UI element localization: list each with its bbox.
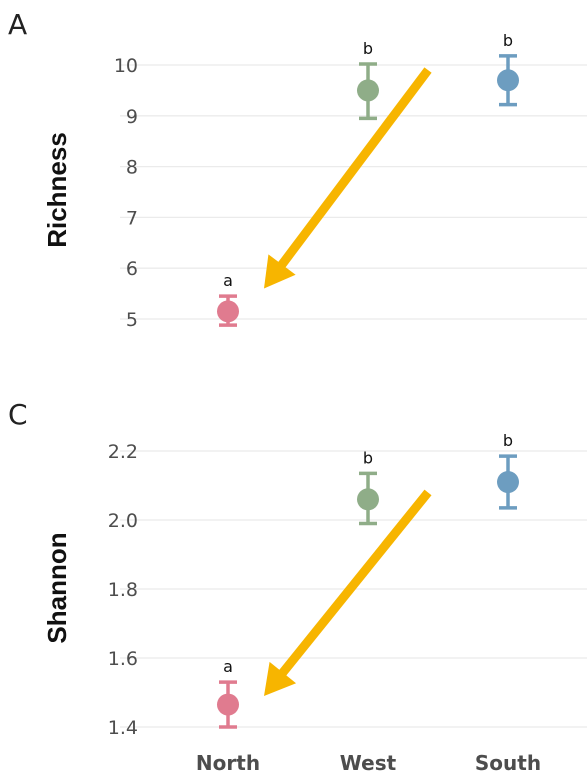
data-marks: a b b	[217, 31, 519, 327]
significance-letter: a	[223, 657, 233, 676]
point-north: a	[217, 657, 239, 729]
x-tick-label-north: North	[196, 751, 260, 775]
mean-point	[357, 79, 379, 102]
x-tick-label-south: South	[475, 751, 541, 775]
panel-shannon: C Shannon 1.4 1.6 1.8 2.0 2.2 a b b North West S…	[8, 398, 587, 775]
x-tick-label-west: West	[340, 751, 397, 775]
y-tick-label: 5	[126, 309, 138, 331]
point-north: a	[217, 271, 239, 327]
y-ticks: 5 6 7 8 9 10	[114, 55, 138, 331]
point-south: b	[497, 31, 519, 107]
data-marks: a b b	[217, 431, 519, 729]
annotation-arrow	[264, 67, 432, 289]
mean-point	[357, 488, 379, 511]
panel-label-c: C	[8, 398, 28, 431]
significance-letter: b	[363, 39, 373, 58]
arrow-head	[264, 254, 296, 289]
point-west: b	[357, 448, 379, 526]
mean-point	[217, 300, 239, 323]
y-tick-label: 7	[126, 207, 138, 229]
y-tick-label: 1.8	[108, 579, 138, 601]
mean-point	[217, 693, 239, 716]
y-tick-label: 1.6	[108, 648, 138, 670]
significance-letter: b	[363, 448, 373, 467]
arrow-shaft	[277, 67, 432, 269]
y-tick-label: 9	[126, 106, 138, 128]
y-tick-label: 8	[126, 157, 138, 179]
point-west: b	[357, 39, 379, 121]
panel-richness: A Richness 5 6 7 8 9 10 a b b	[8, 8, 587, 331]
y-ticks: 1.4 1.6 1.8 2.0 2.2	[108, 441, 138, 739]
grid-lines	[120, 64, 587, 320]
mean-point	[497, 69, 519, 92]
y-tick-label: 2.0	[108, 510, 138, 532]
significance-letter: b	[503, 31, 513, 50]
y-tick-label: 1.4	[108, 717, 138, 739]
y-axis-label-shannon: Shannon	[42, 532, 72, 643]
y-tick-label: 6	[126, 258, 138, 280]
arrow-shaft	[278, 489, 432, 677]
significance-letter: a	[223, 271, 233, 290]
arrow-head	[264, 661, 297, 696]
grid-lines	[120, 450, 587, 728]
y-axis-label-richness: Richness	[42, 132, 72, 248]
panel-label-a: A	[8, 8, 27, 41]
y-tick-label: 2.2	[108, 441, 138, 463]
y-tick-label: 10	[114, 55, 138, 77]
annotation-arrow	[264, 489, 432, 696]
x-ticks: North West South	[196, 751, 541, 775]
mean-point	[497, 471, 519, 494]
significance-letter: b	[503, 431, 513, 450]
point-south: b	[497, 431, 519, 510]
